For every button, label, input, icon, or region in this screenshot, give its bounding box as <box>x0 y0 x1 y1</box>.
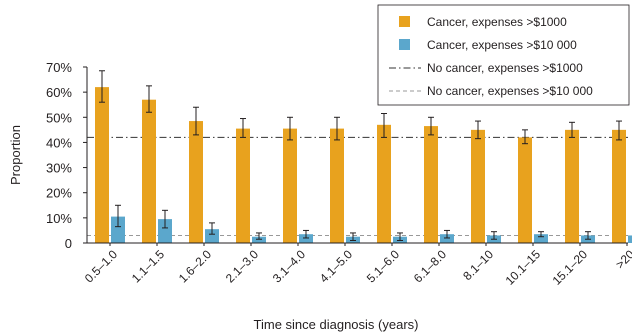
bar-series2-1 <box>111 216 125 243</box>
x-tick-label: 8.1–10 <box>460 247 496 283</box>
bar-series1-1 <box>95 87 109 243</box>
legend: Cancer, expenses >$1000 Cancer, expenses … <box>377 4 630 106</box>
legend-swatch-1 <box>399 16 410 27</box>
y-tick-label: 30% <box>46 161 72 176</box>
bar-series1-4 <box>236 128 250 243</box>
x-tick-label: 1.1–1.5 <box>129 247 167 285</box>
x-tick-label: 6.1–8.0 <box>411 247 449 285</box>
bar-series1-5 <box>283 128 297 243</box>
bar-series2-12 <box>628 235 632 243</box>
y-tick-label: 0 <box>65 236 72 251</box>
y-tick-label: 60% <box>46 85 72 100</box>
x-tick-label: 1.6–2.0 <box>176 247 214 285</box>
x-tick-label: 15.1–20 <box>550 247 591 288</box>
axes <box>86 67 628 244</box>
x-tick-label: 3.1–4.0 <box>270 247 308 285</box>
error-bars <box>99 70 622 241</box>
x-tick-label: 0.5–1.0 <box>82 247 120 285</box>
legend-label-4: No cancer, expenses >$10 000 <box>427 84 593 98</box>
x-tick-label: 5.1–6.0 <box>364 247 402 285</box>
bar-series2-2 <box>158 219 172 243</box>
bar-series1-9 <box>471 129 485 243</box>
legend-label-2: Cancer, expenses >$10 000 <box>427 38 577 52</box>
y-tick-label: 20% <box>46 186 72 201</box>
x-tick-label: 2.1–3.0 <box>223 247 261 285</box>
y-tick-label: 50% <box>46 110 72 125</box>
bar-series2-10 <box>534 234 548 243</box>
bar-series1-7 <box>377 124 391 243</box>
bar-series2-3 <box>205 229 219 243</box>
y-axis-ticks: 0 10% 20% 30% 40% 50% 60% 70% <box>46 60 87 251</box>
bar-series1-8 <box>424 126 438 243</box>
y-tick-label: 40% <box>46 135 72 150</box>
bar-series1-3 <box>189 121 203 243</box>
legend-label-3: No cancer, expenses >$1000 <box>427 61 583 75</box>
x-tick-label: 4.1–5.0 <box>317 247 355 285</box>
bar-series1-12 <box>612 129 626 243</box>
bar-series2-4 <box>252 236 266 243</box>
x-tick-label: >20 <box>613 247 632 272</box>
bar-series2-5 <box>299 234 313 243</box>
x-axis-ticks: 0.5–1.0 1.1–1.5 1.6–2.0 2.1–3.0 3.1–4.0 4.1–5… <box>82 243 632 288</box>
bars <box>95 87 632 243</box>
bar-series2-8 <box>440 234 454 243</box>
y-tick-label: 70% <box>46 60 72 75</box>
bar-series1-10 <box>518 137 532 243</box>
bar-series1-2 <box>142 99 156 243</box>
y-tick-label: 10% <box>46 211 72 226</box>
x-tick-label: 10.1–15 <box>503 247 544 288</box>
bar-series1-11 <box>565 129 579 243</box>
legend-box <box>377 4 630 106</box>
legend-label-1: Cancer, expenses >$1000 <box>427 15 567 29</box>
bar-series1-6 <box>330 128 344 243</box>
x-axis-title: Time since diagnosis (years) <box>254 317 419 332</box>
y-axis-title: Proportion <box>8 125 23 185</box>
legend-swatch-2 <box>399 39 410 50</box>
